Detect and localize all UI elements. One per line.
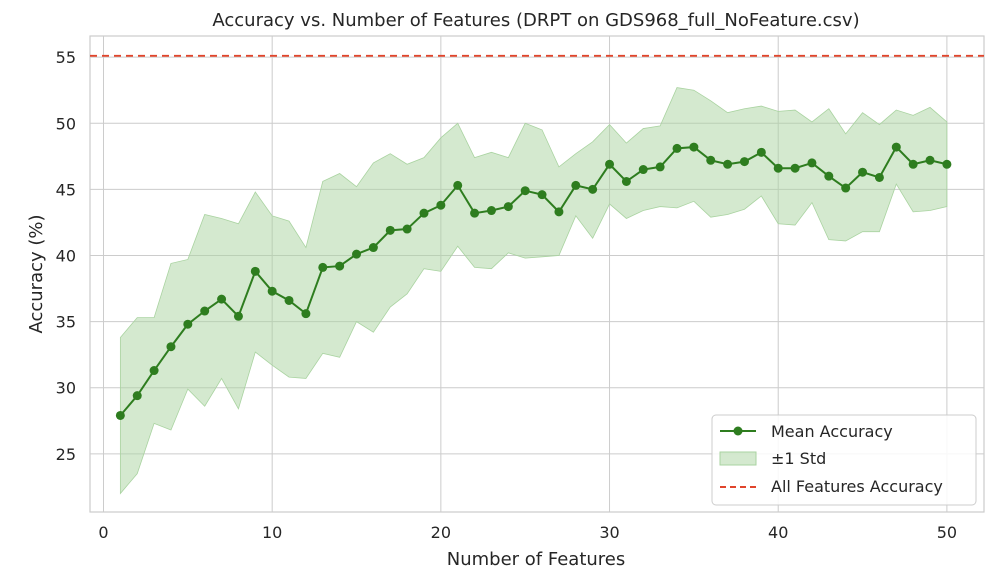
- mean-accuracy-point: [183, 319, 193, 329]
- mean-accuracy-point: [335, 261, 345, 271]
- y-tick-label: 35: [56, 313, 76, 332]
- mean-accuracy-point: [807, 158, 817, 168]
- mean-accuracy-point: [739, 157, 749, 167]
- mean-accuracy-point: [841, 183, 851, 193]
- mean-accuracy-point: [149, 366, 159, 376]
- mean-accuracy-point: [672, 143, 682, 153]
- mean-accuracy-point: [352, 249, 362, 259]
- mean-accuracy-point: [115, 410, 125, 420]
- mean-accuracy-point: [520, 186, 530, 196]
- mean-accuracy-point: [537, 190, 547, 200]
- plot-frame: [89, 35, 985, 513]
- mean-accuracy-point: [436, 200, 446, 210]
- mean-accuracy-point: [790, 163, 800, 173]
- mean-accuracy-point: [503, 202, 513, 212]
- mean-accuracy-point: [318, 262, 328, 272]
- std-band: [119, 87, 948, 495]
- mean-accuracy-point: [824, 171, 834, 181]
- x-axis-label: Number of Features: [447, 549, 626, 570]
- x-tick-label: 20: [431, 523, 451, 542]
- mean-accuracy-point: [925, 155, 935, 165]
- mean-accuracy-point: [233, 311, 243, 321]
- y-tick-label: 45: [56, 180, 76, 199]
- mean-accuracy-point: [301, 309, 311, 319]
- y-tick-label: 30: [56, 379, 76, 398]
- legend-band-swatch: [719, 451, 757, 466]
- mean-accuracy-point: [385, 225, 395, 235]
- mean-accuracy-point: [723, 159, 733, 169]
- legend-band-label: ±1 Std: [771, 449, 826, 468]
- mean-accuracy-point: [588, 184, 598, 194]
- y-tick-label: 55: [56, 48, 76, 67]
- y-tick-label: 40: [56, 246, 76, 265]
- mean-accuracy-point: [217, 294, 227, 304]
- mean-accuracy-point: [470, 208, 480, 218]
- mean-accuracy-point: [132, 391, 142, 401]
- legend-box: [711, 414, 977, 506]
- legend-mean-label: Mean Accuracy: [771, 422, 893, 441]
- y-axis-label: Accuracy (%): [26, 214, 47, 333]
- mean-accuracy-point: [706, 155, 716, 165]
- plot-area: 0 10 20 30 40 50 25 30 35 40 45 50 55: [56, 35, 985, 542]
- mean-accuracy-point: [486, 206, 496, 216]
- mean-accuracy-point: [284, 295, 294, 305]
- mean-accuracy-point: [267, 286, 277, 296]
- mean-accuracy-point: [773, 163, 783, 173]
- mean-accuracy-point: [166, 342, 176, 352]
- mean-accuracy-point: [638, 165, 648, 175]
- mean-accuracy-point: [689, 142, 699, 152]
- y-tick-label: 25: [56, 445, 76, 464]
- mean-accuracy-point: [453, 180, 463, 190]
- chart-title: Accuracy vs. Number of Features (DRPT on…: [212, 10, 859, 31]
- mean-accuracy-point: [200, 306, 210, 316]
- mean-accuracy-point: [605, 159, 615, 169]
- mean-accuracy-point: [402, 224, 412, 234]
- mean-accuracy-point: [942, 159, 952, 169]
- x-tick-label: 30: [599, 523, 619, 542]
- mean-accuracy-point: [419, 208, 429, 218]
- x-tick-label: 50: [937, 523, 957, 542]
- mean-accuracy-point: [874, 172, 884, 182]
- mean-accuracy-point: [908, 159, 918, 169]
- mean-accuracy-point: [858, 167, 868, 177]
- mean-accuracy-point: [250, 266, 260, 276]
- legend-reference-label: All Features Accuracy: [771, 477, 943, 496]
- mean-accuracy-point: [571, 180, 581, 190]
- mean-accuracy-point: [554, 207, 564, 217]
- mean-accuracy-point: [756, 147, 766, 157]
- mean-accuracy-point: [368, 243, 378, 253]
- legend: Mean Accuracy ±1 Std All Features Accura…: [711, 414, 977, 506]
- legend-mean-marker: [733, 426, 743, 436]
- mean-accuracy-point: [891, 142, 901, 152]
- mean-accuracy-point: [621, 176, 631, 186]
- mean-accuracy-point: [655, 162, 665, 172]
- x-tick-label: 0: [98, 523, 108, 542]
- x-tick-label: 10: [262, 523, 282, 542]
- y-tick-label: 50: [56, 114, 76, 133]
- x-tick-label: 40: [768, 523, 788, 542]
